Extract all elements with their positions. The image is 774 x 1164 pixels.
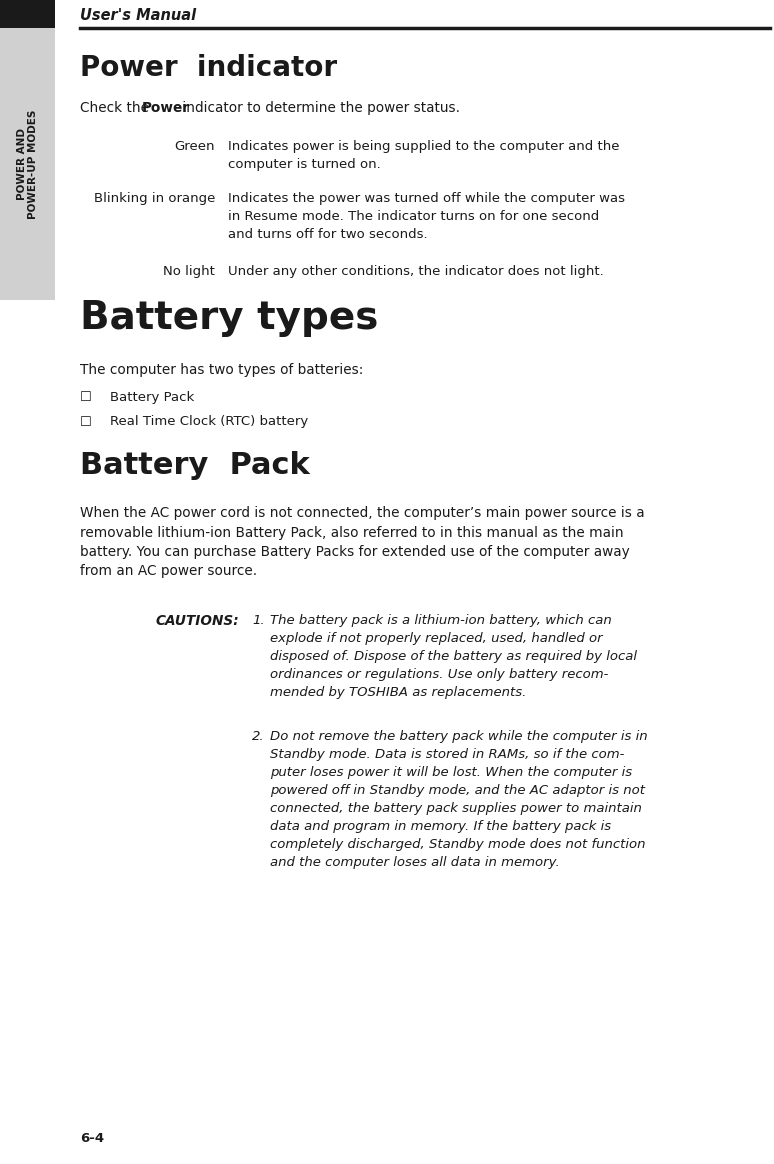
Text: Battery  Pack: Battery Pack xyxy=(80,452,310,481)
Text: Indicates the power was turned off while the computer was
in Resume mode. The in: Indicates the power was turned off while… xyxy=(228,192,625,241)
Text: Check the: Check the xyxy=(80,101,153,115)
Text: Battery Pack: Battery Pack xyxy=(110,390,194,404)
Text: Power: Power xyxy=(142,101,190,115)
Text: 1.: 1. xyxy=(252,613,265,627)
Text: The battery pack is a lithium-ion battery, which can
explode if not properly rep: The battery pack is a lithium-ion batter… xyxy=(270,613,637,700)
Text: POWER AND
POWER-UP MODES: POWER AND POWER-UP MODES xyxy=(17,109,38,219)
Text: Under any other conditions, the indicator does not light.: Under any other conditions, the indicato… xyxy=(228,265,604,278)
Text: ☐: ☐ xyxy=(80,416,92,428)
Text: CAUTIONS:: CAUTIONS: xyxy=(155,613,238,629)
Text: The computer has two types of batteries:: The computer has two types of batteries: xyxy=(80,363,363,377)
Text: indicator to determine the power status.: indicator to determine the power status. xyxy=(178,101,460,115)
Text: ☐: ☐ xyxy=(80,390,92,404)
Text: User's Manual: User's Manual xyxy=(80,8,196,23)
Text: Blinking in orange: Blinking in orange xyxy=(94,192,215,205)
Text: 6-4: 6-4 xyxy=(80,1131,104,1144)
Text: When the AC power cord is not connected, the computer’s main power source is a
r: When the AC power cord is not connected,… xyxy=(80,506,645,579)
Text: No light: No light xyxy=(163,265,215,278)
Text: Green: Green xyxy=(174,140,215,152)
Text: Do not remove the battery pack while the computer is in
Standby mode. Data is st: Do not remove the battery pack while the… xyxy=(270,730,648,870)
Text: Real Time Clock (RTC) battery: Real Time Clock (RTC) battery xyxy=(110,416,308,428)
FancyBboxPatch shape xyxy=(0,0,55,300)
Text: Battery types: Battery types xyxy=(80,299,378,338)
FancyBboxPatch shape xyxy=(0,0,55,28)
Text: 2.: 2. xyxy=(252,730,265,743)
Text: Indicates power is being supplied to the computer and the
computer is turned on.: Indicates power is being supplied to the… xyxy=(228,140,619,171)
Text: Power  indicator: Power indicator xyxy=(80,54,337,81)
